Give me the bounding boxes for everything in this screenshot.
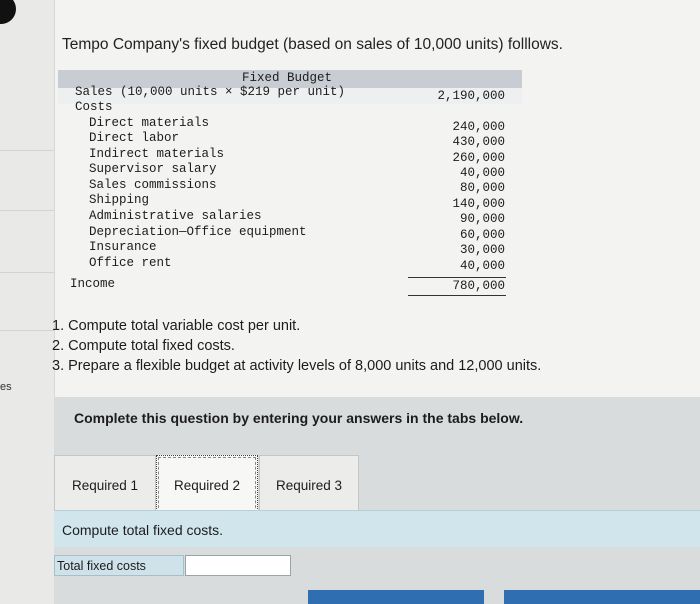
cost-value: 40,000 [459,166,505,180]
cost-label: Shipping [89,193,150,207]
sales-value: 2,190,000 [437,89,505,103]
cost-value: 60,000 [459,228,505,242]
cost-label: Administrative salaries [89,209,262,223]
divider [0,330,54,331]
sales-row-band [58,88,522,104]
question-item: 1. Compute total variable cost per unit. [52,318,301,334]
tab-content-header: Compute total fixed costs. [54,510,700,547]
income-value: 780,000 [452,279,505,293]
total-fixed-costs-input[interactable] [185,555,291,576]
question-list: 1. Compute total variable cost per unit.… [52,316,541,376]
tab-required-3[interactable]: Required 3 [259,455,359,515]
cost-value: 40,000 [459,259,505,273]
cost-label: Supervisor salary [89,162,217,176]
tab-label: Required 3 [275,477,343,493]
cost-label: Direct labor [89,131,180,145]
cost-label: Office rent [89,256,172,270]
problem-title: Tempo Company's fixed budget (based on s… [62,36,563,53]
cost-value: 260,000 [452,151,505,165]
income-label: Income [70,277,116,291]
prev-button[interactable] [308,590,484,604]
tab-label: Required 1 [71,477,139,493]
cost-value: 90,000 [459,212,505,226]
tab-required-1[interactable]: Required 1 [54,455,156,515]
cost-label: Depreciation—Office equipment [89,225,307,239]
question-item: 3. Prepare a flexible budget at activity… [52,358,542,374]
cost-label: Direct materials [89,116,210,130]
total-fixed-costs-label: Total fixed costs [54,555,184,576]
panel-heading: Complete this question by entering your … [74,410,524,426]
subtotal-rule [408,277,506,278]
table-header-label: Fixed Budget [242,71,333,85]
tab-content-text: Compute total fixed costs. [62,522,224,538]
sidebar-text-fragment: es [0,381,12,393]
table-header [58,70,522,88]
divider [0,210,54,211]
tab-label: Required 2 [173,477,241,493]
cost-value: 240,000 [452,120,505,134]
cost-value: 30,000 [459,243,505,257]
cost-value: 430,000 [452,135,505,149]
left-sidebar-strip [0,0,55,604]
divider [0,150,54,151]
divider [0,272,54,273]
corner-circle-icon [0,0,16,24]
fixed-budget-table: Fixed Budget Sales (10,000 units × $219 … [58,70,522,302]
sales-label: Sales (10,000 units × $219 per unit) [75,85,346,99]
cost-value: 80,000 [459,181,505,195]
answer-panel: Complete this question by entering your … [54,397,700,604]
next-button[interactable] [504,590,700,604]
total-rule [408,295,506,296]
cost-label: Sales commissions [89,178,217,192]
question-item: 2. Compute total fixed costs. [52,338,235,354]
cost-label: Insurance [89,240,157,254]
cost-value: 140,000 [452,197,505,211]
costs-label: Costs [75,100,113,114]
cost-label: Indirect materials [89,147,225,161]
tab-required-2[interactable]: Required 2 [156,455,258,515]
